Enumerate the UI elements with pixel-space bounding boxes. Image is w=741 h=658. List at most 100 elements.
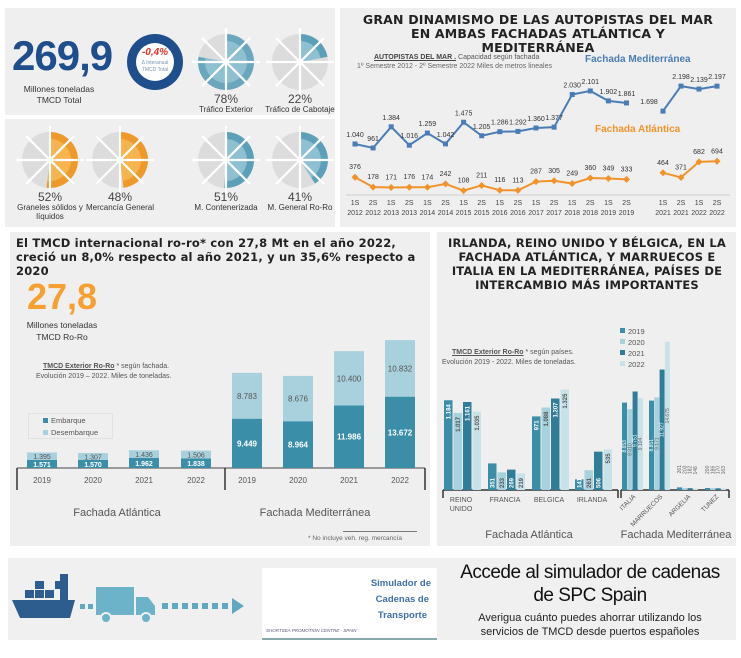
x-tick-label-year: 2015 [474, 210, 490, 217]
change-value: -0,4% [141, 47, 169, 58]
line-series-atlantica [354, 176, 627, 192]
data-label-embarque: 13.672 [388, 428, 413, 437]
logo-line-3: Transporte [377, 610, 427, 621]
legend-swatch-embarque [43, 418, 48, 423]
data-point-atlantica [623, 175, 630, 183]
data-point-atlantica [677, 173, 685, 181]
legend-desembarque: Desembarque [43, 428, 98, 437]
data-label: 360 [584, 165, 596, 172]
data-point-mediterranea [388, 124, 394, 130]
logo-line-1: Simulador de [370, 578, 431, 589]
data-point-mediterranea [587, 88, 593, 94]
bar-2019 [622, 402, 627, 490]
bar-desembarque [283, 375, 313, 422]
pie-percent: 41% [287, 190, 313, 204]
pie-percent: 52% [37, 190, 63, 204]
x-tick-label-year: 2017 [546, 210, 562, 217]
data-label: 1.016 [401, 133, 419, 140]
data-point-mediterranea [696, 86, 702, 92]
x-tick-label-half: 2S [514, 200, 523, 207]
bar-desembarque [385, 340, 415, 397]
data-point-atlantica [460, 187, 468, 195]
x-tick-label-half: 1S [459, 200, 468, 207]
x-tick-label-half: 2S [586, 200, 595, 207]
data-label: 1.292 [509, 119, 527, 126]
truck-wheel [140, 612, 152, 624]
x-tick-label-half: 2S [550, 200, 559, 207]
x-tick-label-year: 2021 [673, 210, 689, 217]
data-point-atlantica [550, 177, 558, 185]
data-label: 249 [566, 171, 578, 178]
bar-2019 [677, 487, 682, 490]
data-label: 464 [657, 160, 669, 167]
bar-embarque [334, 405, 364, 468]
x-tick-label-year: 2014 [438, 210, 454, 217]
bar-2021 [594, 451, 603, 490]
roro-group-mediterranea: Fachada Mediterránea [259, 507, 371, 519]
bar-2020 [453, 412, 462, 490]
logo-footer: SHORTSEA PROMOTION CENTRE - SPAIN [266, 628, 357, 633]
x-tick-label-year: 2017 [528, 210, 544, 217]
data-point-atlantica [568, 180, 576, 188]
data-label: 171 [385, 174, 397, 181]
bar-2019 [575, 479, 584, 490]
country-label: REINO [449, 497, 473, 504]
data-label-embarque: 1.570 [84, 462, 102, 469]
bar-2019 [444, 400, 453, 490]
data-point-mediterranea [533, 125, 539, 131]
pie-percent: 51% [213, 190, 239, 204]
dotted-path [88, 604, 93, 609]
legend-desembarque-label: Desembarque [51, 428, 99, 437]
data-label-desembarque: 10.832 [388, 364, 413, 373]
data-label: 1.042 [437, 132, 455, 139]
simulator-logo[interactable]: Simulador de Cadenas de Transporte SHORT… [262, 568, 437, 640]
countries-headline: IRLANDA, REINO UNIDO Y BÉLGICA, EN LA FA… [442, 236, 732, 292]
line-series-atlantica [662, 160, 718, 179]
data-point-mediterranea [424, 130, 430, 136]
bar-2021 [551, 398, 560, 490]
data-label: 14.675 [665, 408, 671, 424]
banner-text-1: Averigua cuánto puedes ahorrar utilizand… [478, 612, 702, 624]
data-point-atlantica [659, 169, 667, 177]
x-tick-label-half: 2S [713, 200, 722, 207]
data-label: 1.184 [447, 404, 453, 420]
data-point-atlantica [405, 183, 413, 191]
roro-group-atlantica: Fachada Atlántica [73, 507, 161, 519]
data-label: 2.139 [690, 77, 708, 84]
roro-headline: El TMCD internacional ro-ro* con 27,8 Mt… [16, 236, 426, 278]
roro-kpi: 27,8 [27, 276, 98, 317]
data-label: 376 [349, 164, 361, 171]
x-tick-label: 2019 [238, 476, 256, 485]
pie-percent: 78% [213, 92, 239, 106]
bar-2019 [488, 463, 497, 490]
dotted-path [162, 603, 168, 609]
data-point-atlantica [586, 174, 594, 182]
data-point-mediterranea [515, 128, 521, 134]
data-label: 116 [494, 177, 505, 184]
x-tick-label: 2020 [289, 476, 307, 485]
x-tick-label-half: 1S [351, 200, 360, 207]
data-label: 8.010 [627, 443, 633, 456]
bar-2019 [649, 400, 654, 490]
x-tick-label: 2021 [340, 476, 358, 485]
countries-group-mediterranea: Fachada Mediterránea [620, 529, 732, 541]
container [35, 590, 44, 598]
roro-kpi-label-2: TMCD Ro-Ro [36, 332, 88, 342]
autopistas-subtitle-rest: Capacidad según fachada [458, 54, 540, 61]
banner-title-2: de SPC Spain [533, 585, 647, 606]
data-label: 535 [606, 453, 612, 464]
autopistas-panel [340, 8, 736, 227]
countries-subtitle-2: Evolución 2019 - 2022. Miles de tonelada… [442, 359, 576, 366]
bar-2021 [463, 401, 472, 490]
data-point-atlantica [514, 186, 522, 194]
data-point-atlantica [695, 158, 703, 166]
x-tick-label-year: 2022 [691, 210, 707, 217]
bar-2021 [632, 391, 638, 490]
bar-2021 [687, 488, 693, 490]
x-tick-label-half: 1S [604, 200, 613, 207]
data-label: 1.698 [640, 99, 658, 106]
data-point-mediterranea [497, 129, 503, 135]
data-point-atlantica [532, 178, 540, 186]
x-tick-label-year: 2018 [583, 210, 599, 217]
